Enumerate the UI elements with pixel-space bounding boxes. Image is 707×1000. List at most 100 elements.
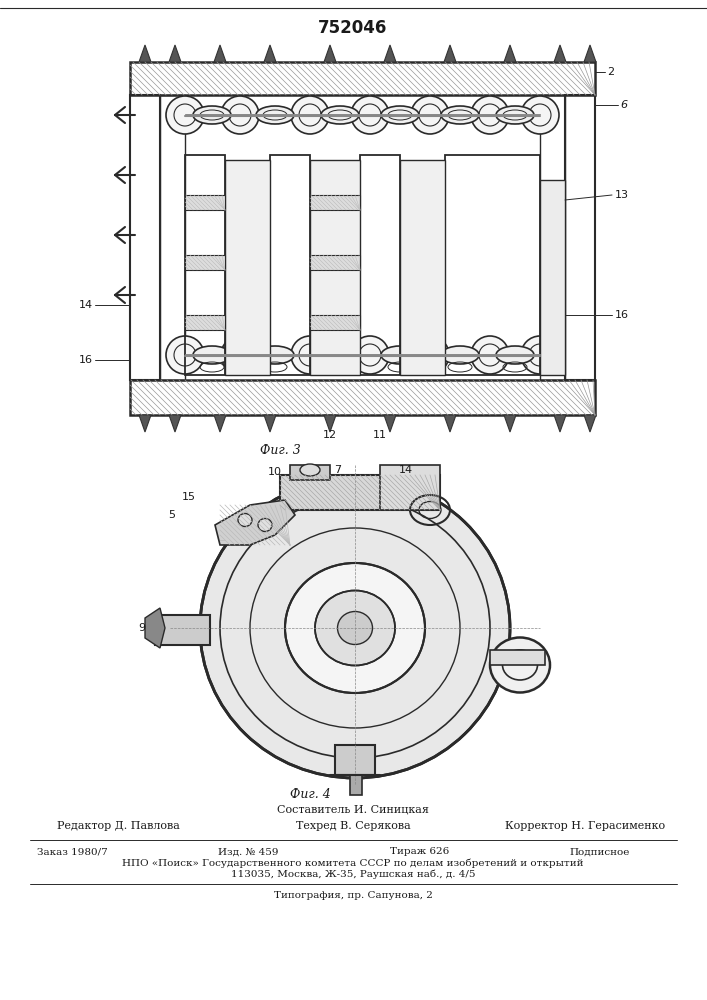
Text: 14: 14 xyxy=(79,300,93,310)
Ellipse shape xyxy=(381,106,419,124)
Bar xyxy=(350,775,362,795)
Text: 5: 5 xyxy=(168,510,175,520)
Ellipse shape xyxy=(193,106,231,124)
Ellipse shape xyxy=(238,514,252,526)
Ellipse shape xyxy=(411,96,449,134)
Ellipse shape xyxy=(441,106,479,124)
Bar xyxy=(445,155,540,375)
Polygon shape xyxy=(444,415,456,432)
Ellipse shape xyxy=(200,478,510,778)
Bar xyxy=(185,195,225,210)
Bar xyxy=(565,95,595,380)
Polygon shape xyxy=(584,45,596,62)
Bar xyxy=(225,160,270,375)
Polygon shape xyxy=(214,415,226,432)
Text: 10: 10 xyxy=(268,467,282,477)
Text: Типография, пр. Сапунова, 2: Типография, пр. Сапунова, 2 xyxy=(274,892,433,900)
Bar xyxy=(310,255,360,270)
Polygon shape xyxy=(139,45,151,62)
Text: Тираж 626: Тираж 626 xyxy=(390,848,450,856)
Ellipse shape xyxy=(351,96,389,134)
Text: 16: 16 xyxy=(79,355,93,365)
Polygon shape xyxy=(554,45,566,62)
Text: Редактор Д. Павлова: Редактор Д. Павлова xyxy=(57,821,180,831)
Text: 12: 12 xyxy=(323,430,337,440)
Ellipse shape xyxy=(291,96,329,134)
Bar xyxy=(280,475,440,510)
Text: 2: 2 xyxy=(607,67,614,77)
Ellipse shape xyxy=(471,96,509,134)
Bar xyxy=(160,95,185,380)
Ellipse shape xyxy=(300,464,320,476)
Ellipse shape xyxy=(221,336,259,374)
Ellipse shape xyxy=(521,96,559,134)
Ellipse shape xyxy=(285,563,425,693)
Ellipse shape xyxy=(166,336,204,374)
Text: 14: 14 xyxy=(399,465,413,475)
Text: Заказ 1980/7: Заказ 1980/7 xyxy=(37,848,107,856)
Ellipse shape xyxy=(256,106,294,124)
Ellipse shape xyxy=(496,106,534,124)
Bar xyxy=(155,615,210,645)
Text: Корректор Н. Герасименко: Корректор Н. Герасименко xyxy=(505,821,665,831)
Text: 9: 9 xyxy=(138,623,145,633)
Ellipse shape xyxy=(221,96,259,134)
Bar xyxy=(380,465,440,510)
Bar xyxy=(130,380,595,415)
Bar xyxy=(540,180,565,375)
Polygon shape xyxy=(215,500,295,545)
Bar xyxy=(310,315,360,330)
Polygon shape xyxy=(264,415,276,432)
Text: Фиг. 4: Фиг. 4 xyxy=(290,788,330,802)
Ellipse shape xyxy=(166,96,204,134)
Polygon shape xyxy=(504,45,516,62)
Text: Фиг. 3: Фиг. 3 xyxy=(259,444,300,456)
Polygon shape xyxy=(139,415,151,432)
Bar xyxy=(130,95,160,380)
Text: 13: 13 xyxy=(615,190,629,200)
Bar xyxy=(360,155,400,375)
Polygon shape xyxy=(264,45,276,62)
Ellipse shape xyxy=(193,346,231,364)
Polygon shape xyxy=(169,415,181,432)
Ellipse shape xyxy=(496,346,534,364)
Bar xyxy=(130,62,595,95)
Ellipse shape xyxy=(351,336,389,374)
Ellipse shape xyxy=(258,518,272,532)
Bar xyxy=(185,155,225,375)
Polygon shape xyxy=(504,415,516,432)
Polygon shape xyxy=(145,608,165,648)
Ellipse shape xyxy=(337,611,373,645)
Polygon shape xyxy=(324,415,336,432)
Bar xyxy=(540,95,565,380)
Bar xyxy=(335,745,375,775)
Ellipse shape xyxy=(521,336,559,374)
Bar xyxy=(310,195,360,210)
Text: НПО «Поиск» Государственного комитета СССР по делам изобретений и открытий: НПО «Поиск» Государственного комитета СС… xyxy=(122,858,584,868)
Text: Техред В. Серякова: Техред В. Серякова xyxy=(296,821,410,831)
Text: 7: 7 xyxy=(334,465,341,475)
Polygon shape xyxy=(324,45,336,62)
Text: 16: 16 xyxy=(615,310,629,320)
Ellipse shape xyxy=(256,346,294,364)
Text: 11: 11 xyxy=(373,430,387,440)
Polygon shape xyxy=(384,45,396,62)
Ellipse shape xyxy=(490,638,550,692)
Bar xyxy=(400,160,445,375)
Ellipse shape xyxy=(411,336,449,374)
Ellipse shape xyxy=(381,346,419,364)
Polygon shape xyxy=(214,45,226,62)
Bar xyxy=(270,155,310,375)
Bar xyxy=(290,465,330,480)
Text: Составитель И. Синицкая: Составитель И. Синицкая xyxy=(277,805,429,815)
Ellipse shape xyxy=(441,346,479,364)
Text: 6: 6 xyxy=(620,100,627,110)
Polygon shape xyxy=(384,415,396,432)
Ellipse shape xyxy=(321,346,359,364)
Bar xyxy=(185,315,225,330)
Bar xyxy=(310,160,360,375)
Polygon shape xyxy=(169,45,181,62)
Ellipse shape xyxy=(321,106,359,124)
Bar xyxy=(490,650,545,665)
Text: 15: 15 xyxy=(182,492,196,502)
